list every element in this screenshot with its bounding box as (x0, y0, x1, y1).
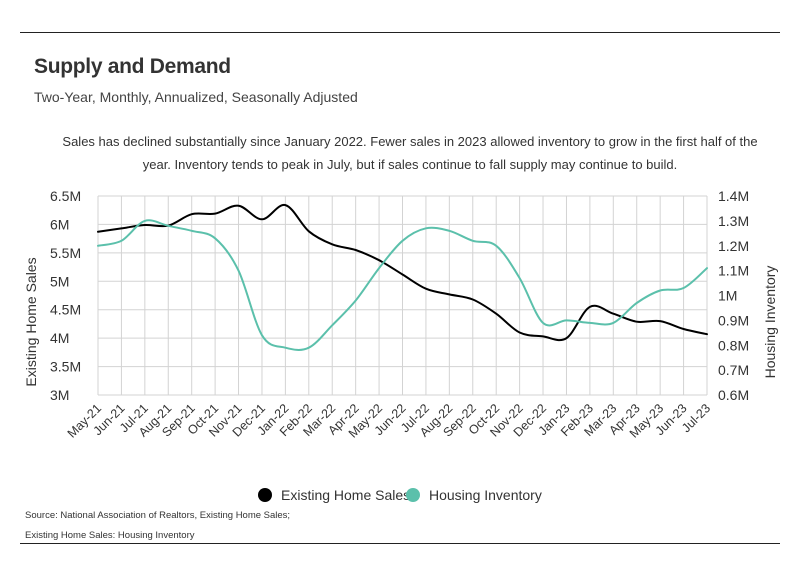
left-tick-label: 5M (50, 273, 69, 289)
source-line-2: Existing Home Sales: Housing Inventory (25, 530, 195, 541)
chart-description: Sales has declined substantially since J… (62, 134, 758, 172)
left-tick-label: 3.5M (50, 359, 81, 375)
chart-title: Supply and Demand (34, 55, 231, 78)
right-tick-label: 0.8M (718, 337, 749, 353)
left-tick-label: 4.5M (50, 302, 81, 318)
source-line-1: Source: National Association of Realtors… (25, 510, 291, 521)
left-axis-label: Existing Home Sales (23, 257, 39, 386)
x-axis-ticks: May-21Jun-21Jul-21Aug-21Sep-21Oct-21Nov-… (65, 401, 713, 440)
series-lines (97, 204, 708, 351)
legend-swatch-sales (258, 488, 272, 502)
right-tick-label: 1.2M (718, 238, 749, 254)
left-tick-label: 5.5M (50, 245, 81, 261)
chart-subtitle: Two-Year, Monthly, Annualized, Seasonall… (34, 89, 358, 105)
right-tick-label: 0.9M (718, 312, 749, 328)
left-axis-ticks: 3M 3.5M 4M 4.5M 5M 5.5M 6M 6.5M (50, 188, 81, 403)
right-axis-ticks: 0.6M 0.7M 0.8M 0.9M 1M 1.1M 1.2M 1.3M 1.4M (718, 188, 749, 403)
supply-demand-chart: 3M 3.5M 4M 4.5M 5M 5.5M 6M 6.5M 0.6M 0.7M 0.8M 0.9… (23, 188, 778, 503)
housing-inventory-line (97, 219, 708, 351)
right-tick-label: 1.1M (718, 263, 749, 279)
legend: Existing Home Sales Housing Inventory (258, 487, 542, 503)
right-tick-label: 1M (718, 288, 737, 304)
legend-swatch-inventory (406, 488, 420, 502)
right-tick-label: 1.4M (718, 188, 749, 204)
top-rule (20, 32, 780, 33)
left-tick-label: 6.5M (50, 188, 81, 204)
bottom-rule (20, 543, 780, 544)
right-tick-label: 0.7M (718, 362, 749, 378)
left-tick-label: 3M (50, 387, 69, 403)
existing-home-sales-line (97, 204, 708, 342)
right-tick-label: 0.6M (718, 387, 749, 403)
grid (97, 195, 708, 396)
legend-label-sales: Existing Home Sales (281, 487, 410, 503)
legend-label-inventory: Housing Inventory (429, 487, 542, 503)
left-tick-label: 6M (50, 216, 69, 232)
right-axis-label: Housing Inventory (762, 266, 778, 379)
right-tick-label: 1.3M (718, 213, 749, 229)
left-tick-label: 4M (50, 330, 69, 346)
